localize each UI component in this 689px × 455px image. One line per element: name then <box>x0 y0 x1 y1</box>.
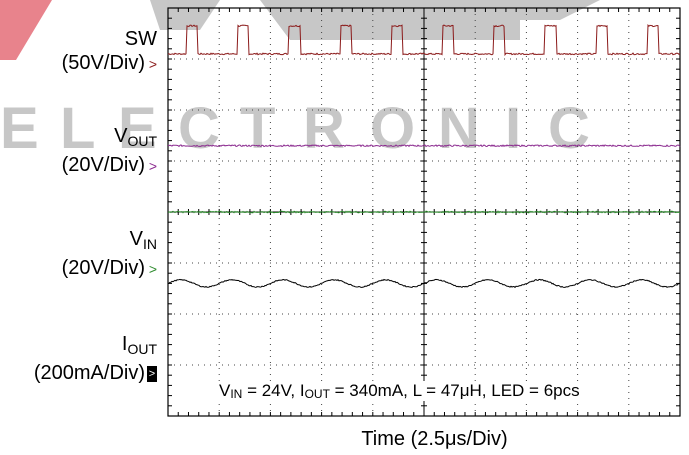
cond-iout-sub: OUT <box>304 387 330 401</box>
watermark-grey-shape-2 <box>260 0 600 40</box>
watermark-letter: N <box>438 96 526 161</box>
watermark-letter: E <box>0 96 85 161</box>
channel-name-sw: SW <box>124 28 157 50</box>
cond-vin-value: = 24V, <box>242 381 300 400</box>
watermark-letter: L <box>60 96 142 161</box>
watermark-letter: C <box>548 96 636 161</box>
channel-label-iout: IOUT (200mA/Div) > <box>34 332 157 385</box>
channel-scale-vout: (20V/Div) <box>61 154 145 176</box>
channel-label-vout: VOUT (20V/Div) > <box>62 124 157 178</box>
channel-name-vout-sub: OUT <box>127 133 157 149</box>
channel-scale-sw: (50V/Div) <box>61 52 145 74</box>
channel-marker-vout: > <box>148 158 157 174</box>
channel-name-iout-sub: OUT <box>127 341 157 357</box>
trace-iout <box>167 278 680 289</box>
channel-name-vin-sub: IN <box>143 236 157 252</box>
channel-name-iout-main: I <box>121 333 128 355</box>
watermark-letter: R <box>303 96 391 161</box>
channel-marker-sw: > <box>148 56 157 72</box>
channel-marker-iout: > <box>147 366 157 382</box>
channel-label-sw: SW (50V/Div) > <box>62 27 157 76</box>
watermark-letter: C <box>178 96 266 161</box>
cond-vin-main: V <box>219 381 231 400</box>
cond-iout-main: I <box>299 381 305 400</box>
watermark-red-shape <box>0 0 52 60</box>
test-conditions: VIN = 24V, IOUT = 340mA, L = 47μH, LED =… <box>216 381 583 401</box>
trace-vin <box>167 210 681 214</box>
watermark-letter: T <box>240 96 322 161</box>
channel-label-vin: VIN (20V/Div) > <box>62 227 157 281</box>
trace-vout <box>167 144 681 148</box>
channel-name-vout-main: V <box>114 125 128 147</box>
cond-iout-value: = 340mA, L = 47μH, LED = 6pcs <box>329 381 580 400</box>
watermark-letter: E <box>118 96 203 161</box>
channel-scale-vin: (20V/Div) <box>61 257 145 279</box>
channel-name-vin-main: V <box>129 228 143 250</box>
channel-scale-iout: (200mA/Div) <box>33 362 145 384</box>
channel-marker-vin: > <box>148 261 157 277</box>
cond-vin-sub: IN <box>230 387 243 401</box>
x-axis-label: Time (2.5μs/Div) <box>361 428 508 450</box>
watermark-letter: O <box>370 96 462 161</box>
traces <box>167 24 681 289</box>
trace-sw <box>167 24 681 57</box>
